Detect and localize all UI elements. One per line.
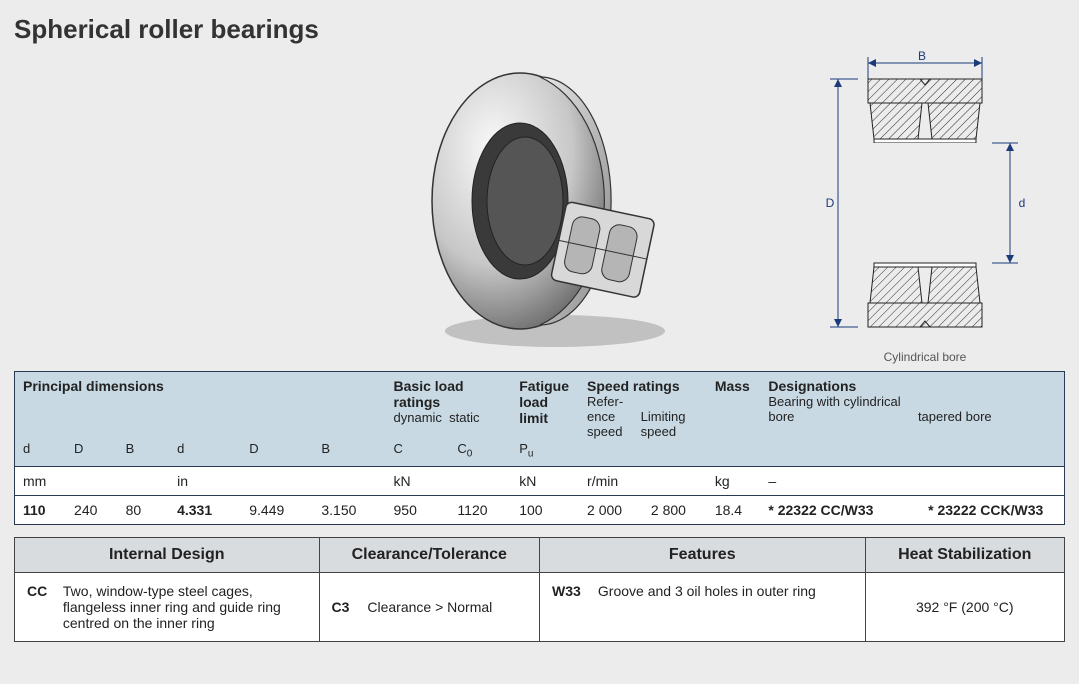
val-d-mm: 110: [15, 495, 67, 524]
col-speed: Speed ratings: [587, 378, 680, 394]
svg-text:B: B: [918, 49, 926, 63]
cell-features: W33 Groove and 3 oil holes in outer ring: [540, 572, 866, 641]
unit-dash: –: [760, 466, 1064, 495]
val-mass: 18.4: [707, 495, 761, 524]
unit-kN1: kN: [386, 466, 512, 495]
val-D-in: 9.449: [241, 495, 313, 524]
sym-C0: C0: [449, 441, 511, 466]
col-mass: Mass: [715, 378, 750, 394]
cell-internal: CC Two, window-type steel cages, flangel…: [15, 572, 320, 641]
unit-rmin: r/min: [579, 466, 707, 495]
col-basicload: Basic load ratings: [394, 378, 464, 410]
schematic-caption: Cylindrical bore: [785, 350, 1065, 364]
sym-D1: D: [66, 441, 118, 466]
sym-D2: D: [241, 441, 313, 466]
col-principal: Principal dimensions: [23, 378, 164, 394]
sym-d2: d: [169, 441, 241, 466]
val-C: 950: [386, 495, 450, 524]
unit-in: in: [169, 466, 385, 495]
val-C0: 1120: [449, 495, 511, 524]
cell-heat: 392 °F (200 °C): [865, 572, 1065, 641]
unit-kg: kg: [707, 466, 761, 495]
sym-d1: d: [15, 441, 67, 466]
svg-text:d: d: [1019, 196, 1026, 210]
bearing-3d-illustration: [314, 49, 785, 363]
hdr-clearance: Clearance/Tolerance: [319, 537, 540, 572]
val-d-in: 4.331: [169, 495, 241, 524]
unit-mm: mm: [15, 466, 170, 495]
val-desig-cyl: * 22322 CC/W33: [760, 495, 920, 524]
hero-row: B D d: [14, 49, 1065, 363]
hdr-internal: Internal Design: [15, 537, 320, 572]
val-D-mm: 240: [66, 495, 118, 524]
hdr-features: Features: [540, 537, 866, 572]
svg-text:D: D: [826, 196, 835, 210]
col-designations: Designations: [768, 378, 856, 394]
cross-section-schematic: B D d: [785, 49, 1065, 364]
sym-B2: B: [313, 441, 385, 466]
val-B-mm: 80: [118, 495, 170, 524]
sym-Pu: Pu: [511, 441, 579, 466]
val-Pu: 100: [511, 495, 579, 524]
val-desig-tap: * 23222 CCK/W33: [920, 495, 1064, 524]
page-title: Spherical roller bearings: [14, 14, 1065, 45]
spec-table: Principal dimensions Basic load ratings …: [14, 371, 1065, 525]
val-refspeed: 2 000: [579, 495, 643, 524]
sym-C: C: [386, 441, 450, 466]
val-B-in: 3.150: [313, 495, 385, 524]
val-limspeed: 2 800: [643, 495, 707, 524]
unit-kN2: kN: [511, 466, 579, 495]
details-table: Internal Design Clearance/Tolerance Feat…: [14, 537, 1065, 642]
cell-clearance: C3 Clearance > Normal: [319, 572, 540, 641]
hdr-heat: Heat Stabilization: [865, 537, 1065, 572]
sym-B1: B: [118, 441, 170, 466]
col-fatigue: Fatigue load limit: [519, 378, 569, 426]
